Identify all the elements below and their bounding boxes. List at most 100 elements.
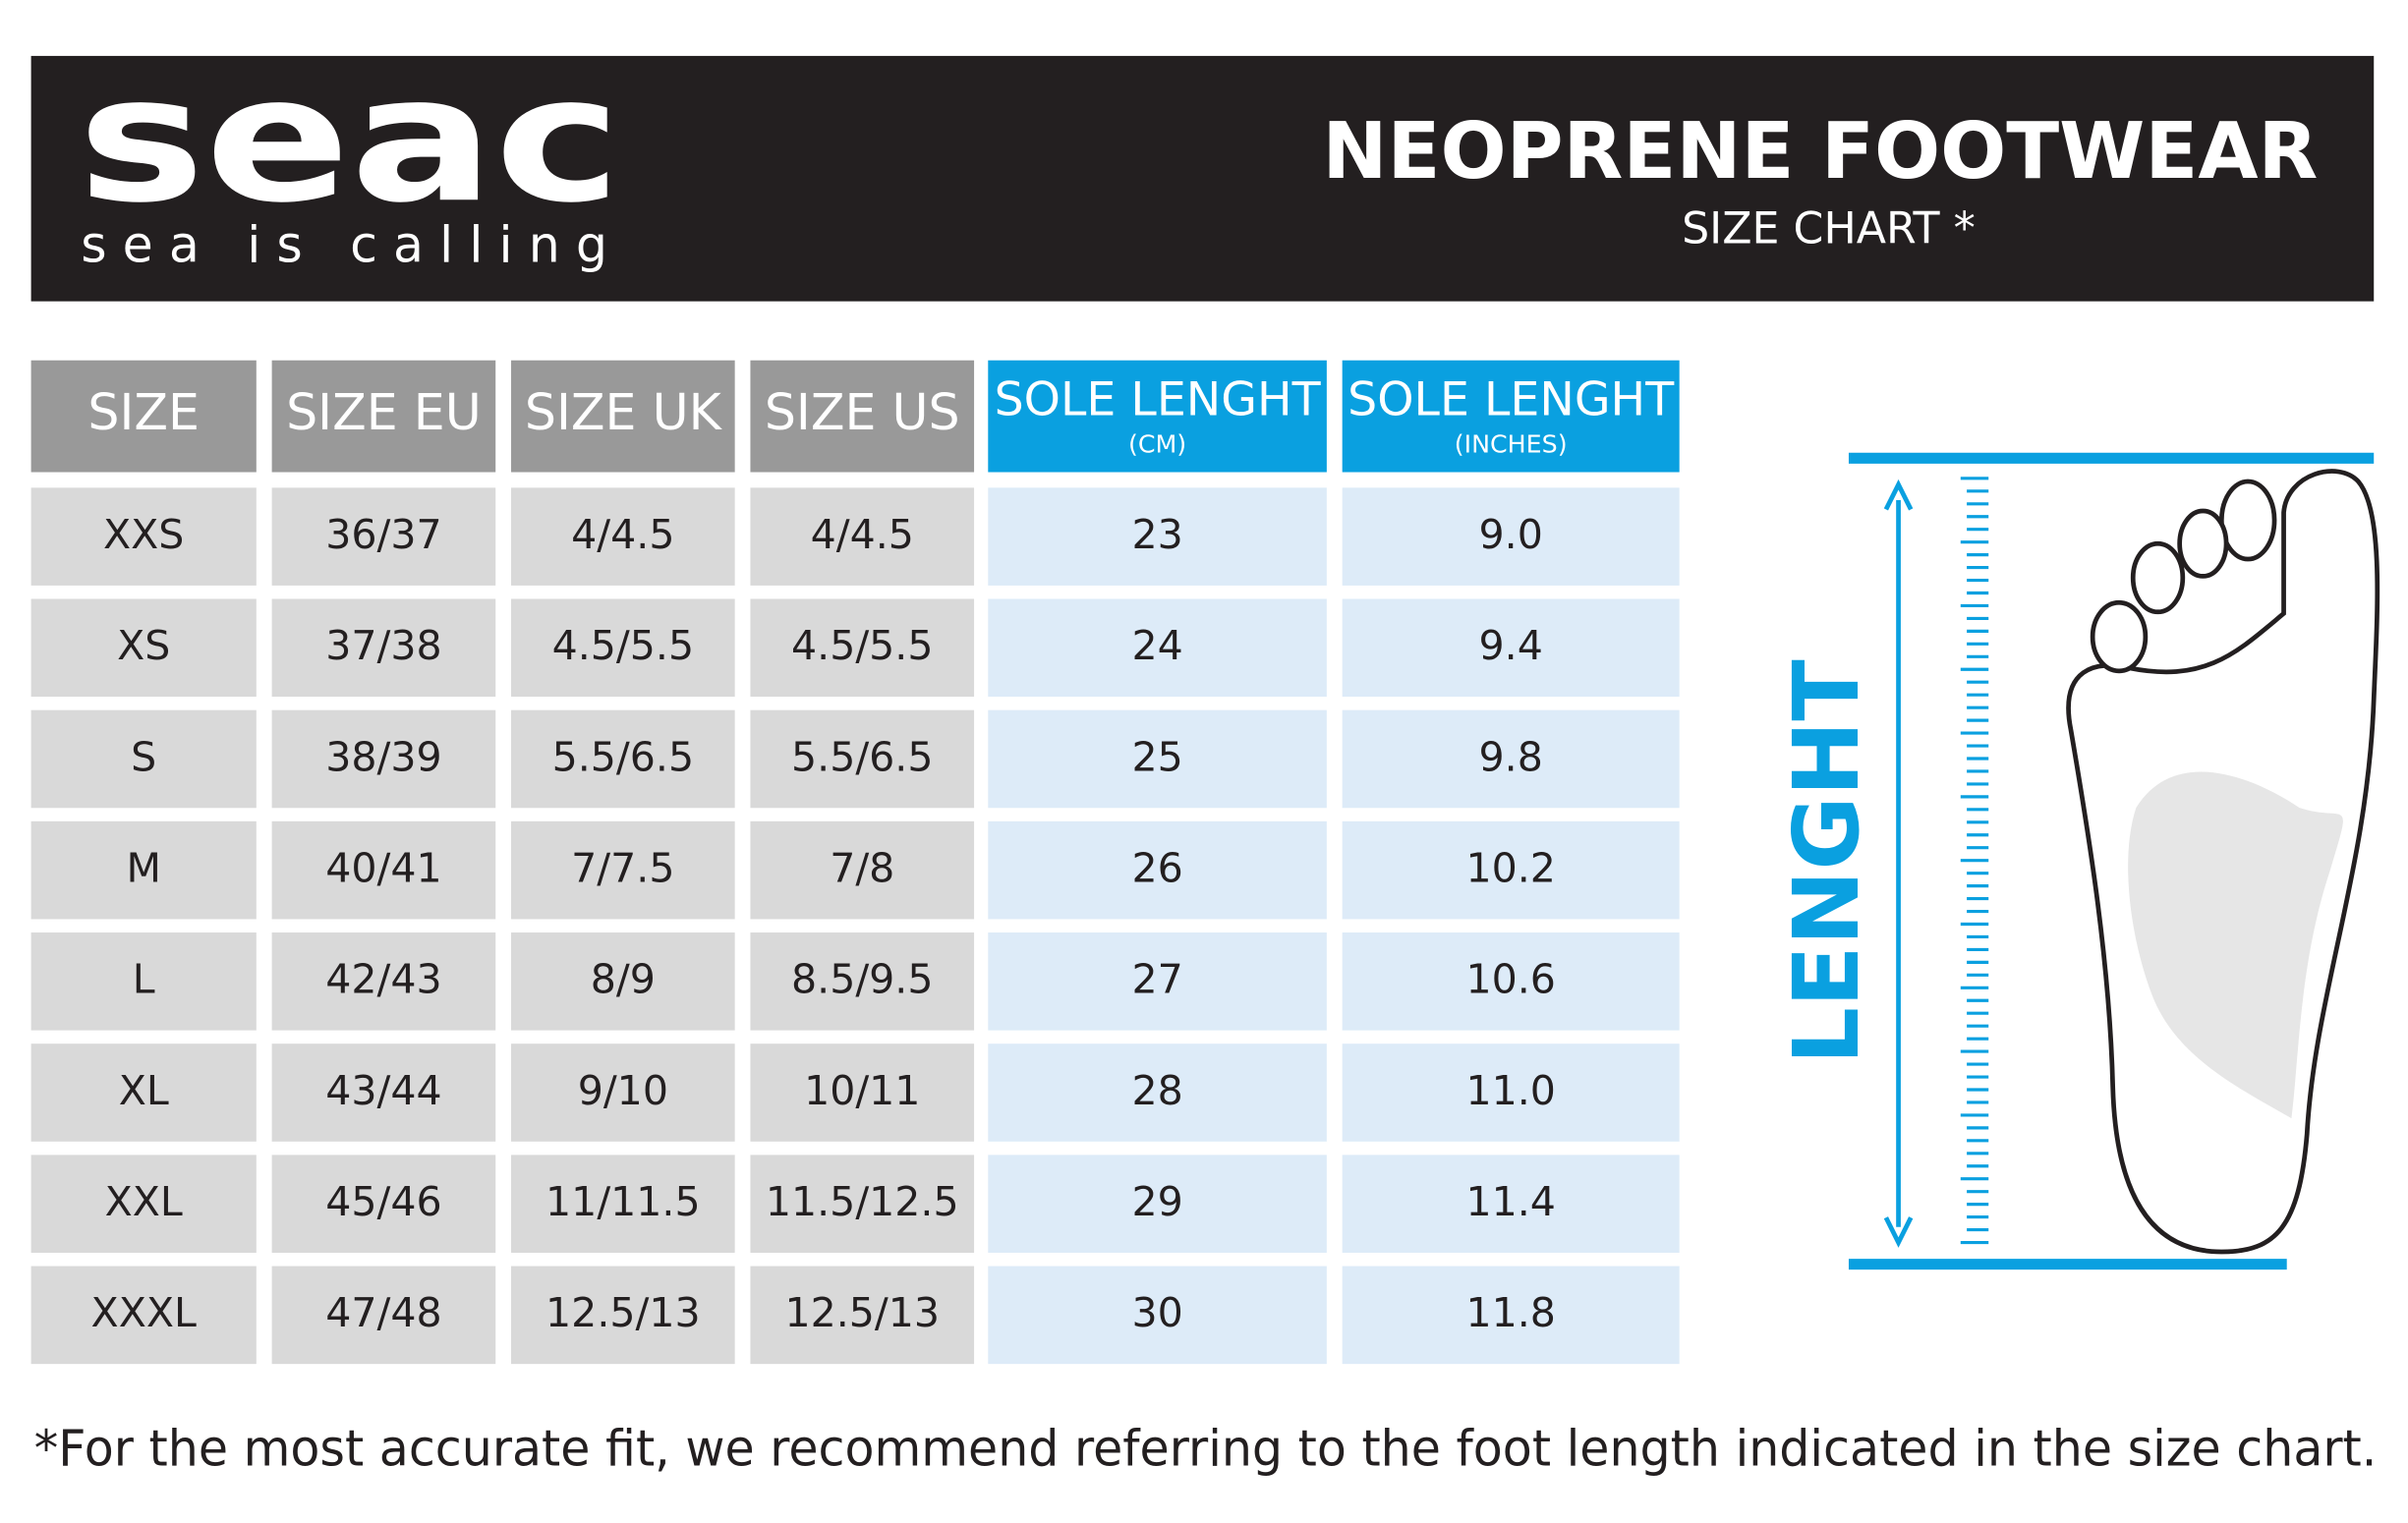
cell-text: 37/38: [325, 622, 441, 669]
cell-text: 11.4: [1465, 1178, 1555, 1225]
title: NEOPRENE FOOTWEAR: [1322, 106, 2318, 197]
cell-text: XXS: [103, 511, 184, 558]
footnote: *For the most accurate fit, we recommend…: [34, 1419, 2378, 1477]
cell: [511, 1155, 735, 1253]
cell-text: 8/9: [591, 956, 656, 1003]
cell-text: 25: [1131, 733, 1182, 780]
cell-text: 4.5/5.5: [791, 622, 934, 669]
cell-text: 5.5/6.5: [552, 733, 695, 780]
cell: [30, 1155, 257, 1253]
cell: [1342, 820, 1680, 920]
arrow-heads: [1883, 479, 1914, 1248]
cell-text: 4/4.5: [571, 511, 674, 558]
cell-text: 40/41: [325, 844, 441, 891]
cell: [988, 709, 1327, 809]
cell-text: 5.5/6.5: [791, 733, 934, 780]
cell: [1342, 709, 1680, 809]
toes: [2090, 479, 2277, 674]
cell: [271, 932, 496, 1031]
cell: [30, 487, 257, 586]
header-cell: [511, 360, 735, 473]
cell-text: 27: [1131, 956, 1182, 1003]
cell-text: 11.0: [1465, 1067, 1555, 1114]
header-bar: [30, 55, 2375, 302]
cell: [511, 1266, 735, 1365]
cell-text: XXXL: [91, 1289, 197, 1336]
cell-text: 43/44: [325, 1067, 441, 1114]
cell: [1342, 1044, 1680, 1142]
cell: [511, 709, 735, 809]
cell: [271, 1155, 496, 1253]
cell-text: 45/46: [325, 1178, 441, 1225]
cell: [511, 487, 735, 586]
cell: [988, 932, 1327, 1031]
cell: [1342, 487, 1680, 586]
cell-text: 9.0: [1479, 511, 1543, 558]
cell-text: 11.8: [1465, 1289, 1555, 1336]
header-cell: [1342, 360, 1680, 473]
cell-text: 30: [1131, 1289, 1182, 1336]
cell: [1342, 1266, 1680, 1365]
cell: [988, 1266, 1327, 1365]
cell-text: 24: [1131, 622, 1182, 669]
cell-text: 7/7.5: [571, 844, 674, 891]
cell-text: XL: [119, 1067, 169, 1114]
cell-text: 26: [1131, 844, 1182, 891]
cell-text: 4/4.5: [811, 511, 914, 558]
cell-text: 29: [1131, 1178, 1182, 1225]
cell-text: 9/10: [578, 1067, 668, 1114]
header-label: SOLE LENGHT: [1347, 372, 1675, 426]
cell: [750, 1155, 975, 1253]
header-label: SOLE LENGHT: [995, 372, 1322, 426]
ruler: [1960, 477, 1989, 1245]
cell-text: 28: [1131, 1067, 1182, 1114]
cell: [988, 487, 1327, 586]
cell-text: 7/8: [830, 844, 894, 891]
cell-text: 4.5/5.5: [552, 622, 695, 669]
cell: [988, 1044, 1327, 1142]
header-label: SIZE: [87, 383, 200, 441]
cell: [750, 487, 975, 586]
header-label: SIZE UK: [525, 383, 723, 441]
cell-text: 10.2: [1465, 844, 1555, 891]
cell: [511, 598, 735, 698]
header-cell: [988, 360, 1327, 473]
cell: [750, 709, 975, 809]
cell-text: 10/11: [804, 1067, 920, 1114]
cell: [30, 709, 257, 809]
cell: [30, 1266, 257, 1365]
header-cell: [271, 360, 496, 473]
cell: [1342, 598, 1680, 698]
header-cell: [750, 360, 975, 473]
cell: [271, 598, 496, 698]
cell-text: XXL: [105, 1178, 183, 1225]
header-label: SIZE US: [765, 383, 960, 441]
cell: [750, 1044, 975, 1142]
subtitle: SIZE CHART *: [1682, 204, 1976, 254]
cell: [988, 820, 1327, 920]
cell-text: S: [131, 733, 156, 780]
cell: [750, 820, 975, 920]
cell: [271, 709, 496, 809]
header-unit: (INCHES): [1455, 430, 1568, 459]
cell-text: 36/37: [325, 511, 441, 558]
cell-text: 9.8: [1479, 733, 1543, 780]
cell-text: 42/43: [325, 956, 441, 1003]
cell: [30, 598, 257, 698]
cell-text: 12.5/13: [545, 1289, 701, 1336]
cell: [750, 1266, 975, 1365]
cell-text: 11.5/12.5: [766, 1178, 959, 1225]
cell: [30, 1044, 257, 1142]
foot-diagram: LENGHT: [1774, 452, 2380, 1270]
cell-text: 9.4: [1479, 622, 1543, 669]
cell-text: M: [126, 844, 160, 891]
cell-text: XS: [117, 622, 170, 669]
logo: seac: [78, 38, 621, 241]
cell-text: L: [133, 956, 155, 1003]
cell: [750, 598, 975, 698]
cell-text: 11/11.5: [545, 1178, 701, 1225]
header-cell: [30, 360, 257, 473]
cell: [1342, 1155, 1680, 1253]
cell-text: 47/48: [325, 1289, 441, 1336]
